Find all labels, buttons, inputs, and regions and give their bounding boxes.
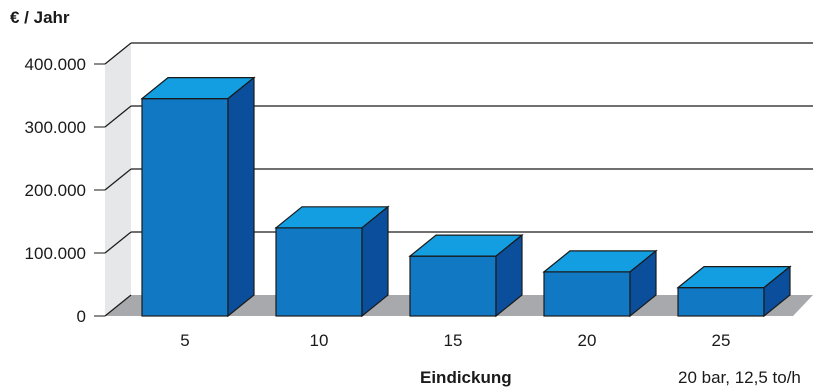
x-axis-title: Eindickung bbox=[420, 368, 512, 387]
bar-front bbox=[275, 227, 363, 317]
x-tick-label: 10 bbox=[310, 331, 329, 350]
gridline-diagonal bbox=[104, 42, 132, 65]
bar bbox=[274, 205, 390, 318]
bar bbox=[542, 249, 658, 318]
bar-side bbox=[763, 265, 791, 318]
y-tick-label: 300.000 bbox=[25, 118, 86, 137]
y-axis-title: € / Jahr bbox=[10, 8, 70, 27]
bar-front bbox=[543, 271, 631, 317]
bar-front bbox=[141, 98, 229, 317]
y-tick-label: 100.000 bbox=[25, 244, 86, 263]
bar bbox=[408, 233, 524, 318]
x-tick-label: 5 bbox=[180, 331, 189, 350]
bar-side bbox=[227, 76, 255, 318]
chart-note: 20 bar, 12,5 to/h bbox=[678, 368, 801, 387]
y-tick-label: 200.000 bbox=[25, 181, 86, 200]
bar-side bbox=[629, 249, 657, 318]
gridline-diagonal bbox=[104, 168, 132, 191]
bar-side bbox=[495, 233, 523, 318]
bar-side bbox=[361, 205, 389, 318]
x-tick-label: 20 bbox=[578, 331, 597, 350]
bar bbox=[676, 265, 792, 318]
x-tick-label: 25 bbox=[712, 331, 731, 350]
gridline-diagonal bbox=[104, 231, 132, 254]
x-tick-label: 15 bbox=[444, 331, 463, 350]
bar-front bbox=[409, 255, 497, 317]
bar-front bbox=[677, 287, 765, 317]
bar bbox=[140, 76, 256, 318]
y-tick-label: 0 bbox=[77, 307, 86, 326]
y-tick-label: 400.000 bbox=[25, 55, 86, 74]
gridline-diagonal bbox=[104, 105, 132, 128]
gridline-diagonal bbox=[104, 294, 132, 317]
